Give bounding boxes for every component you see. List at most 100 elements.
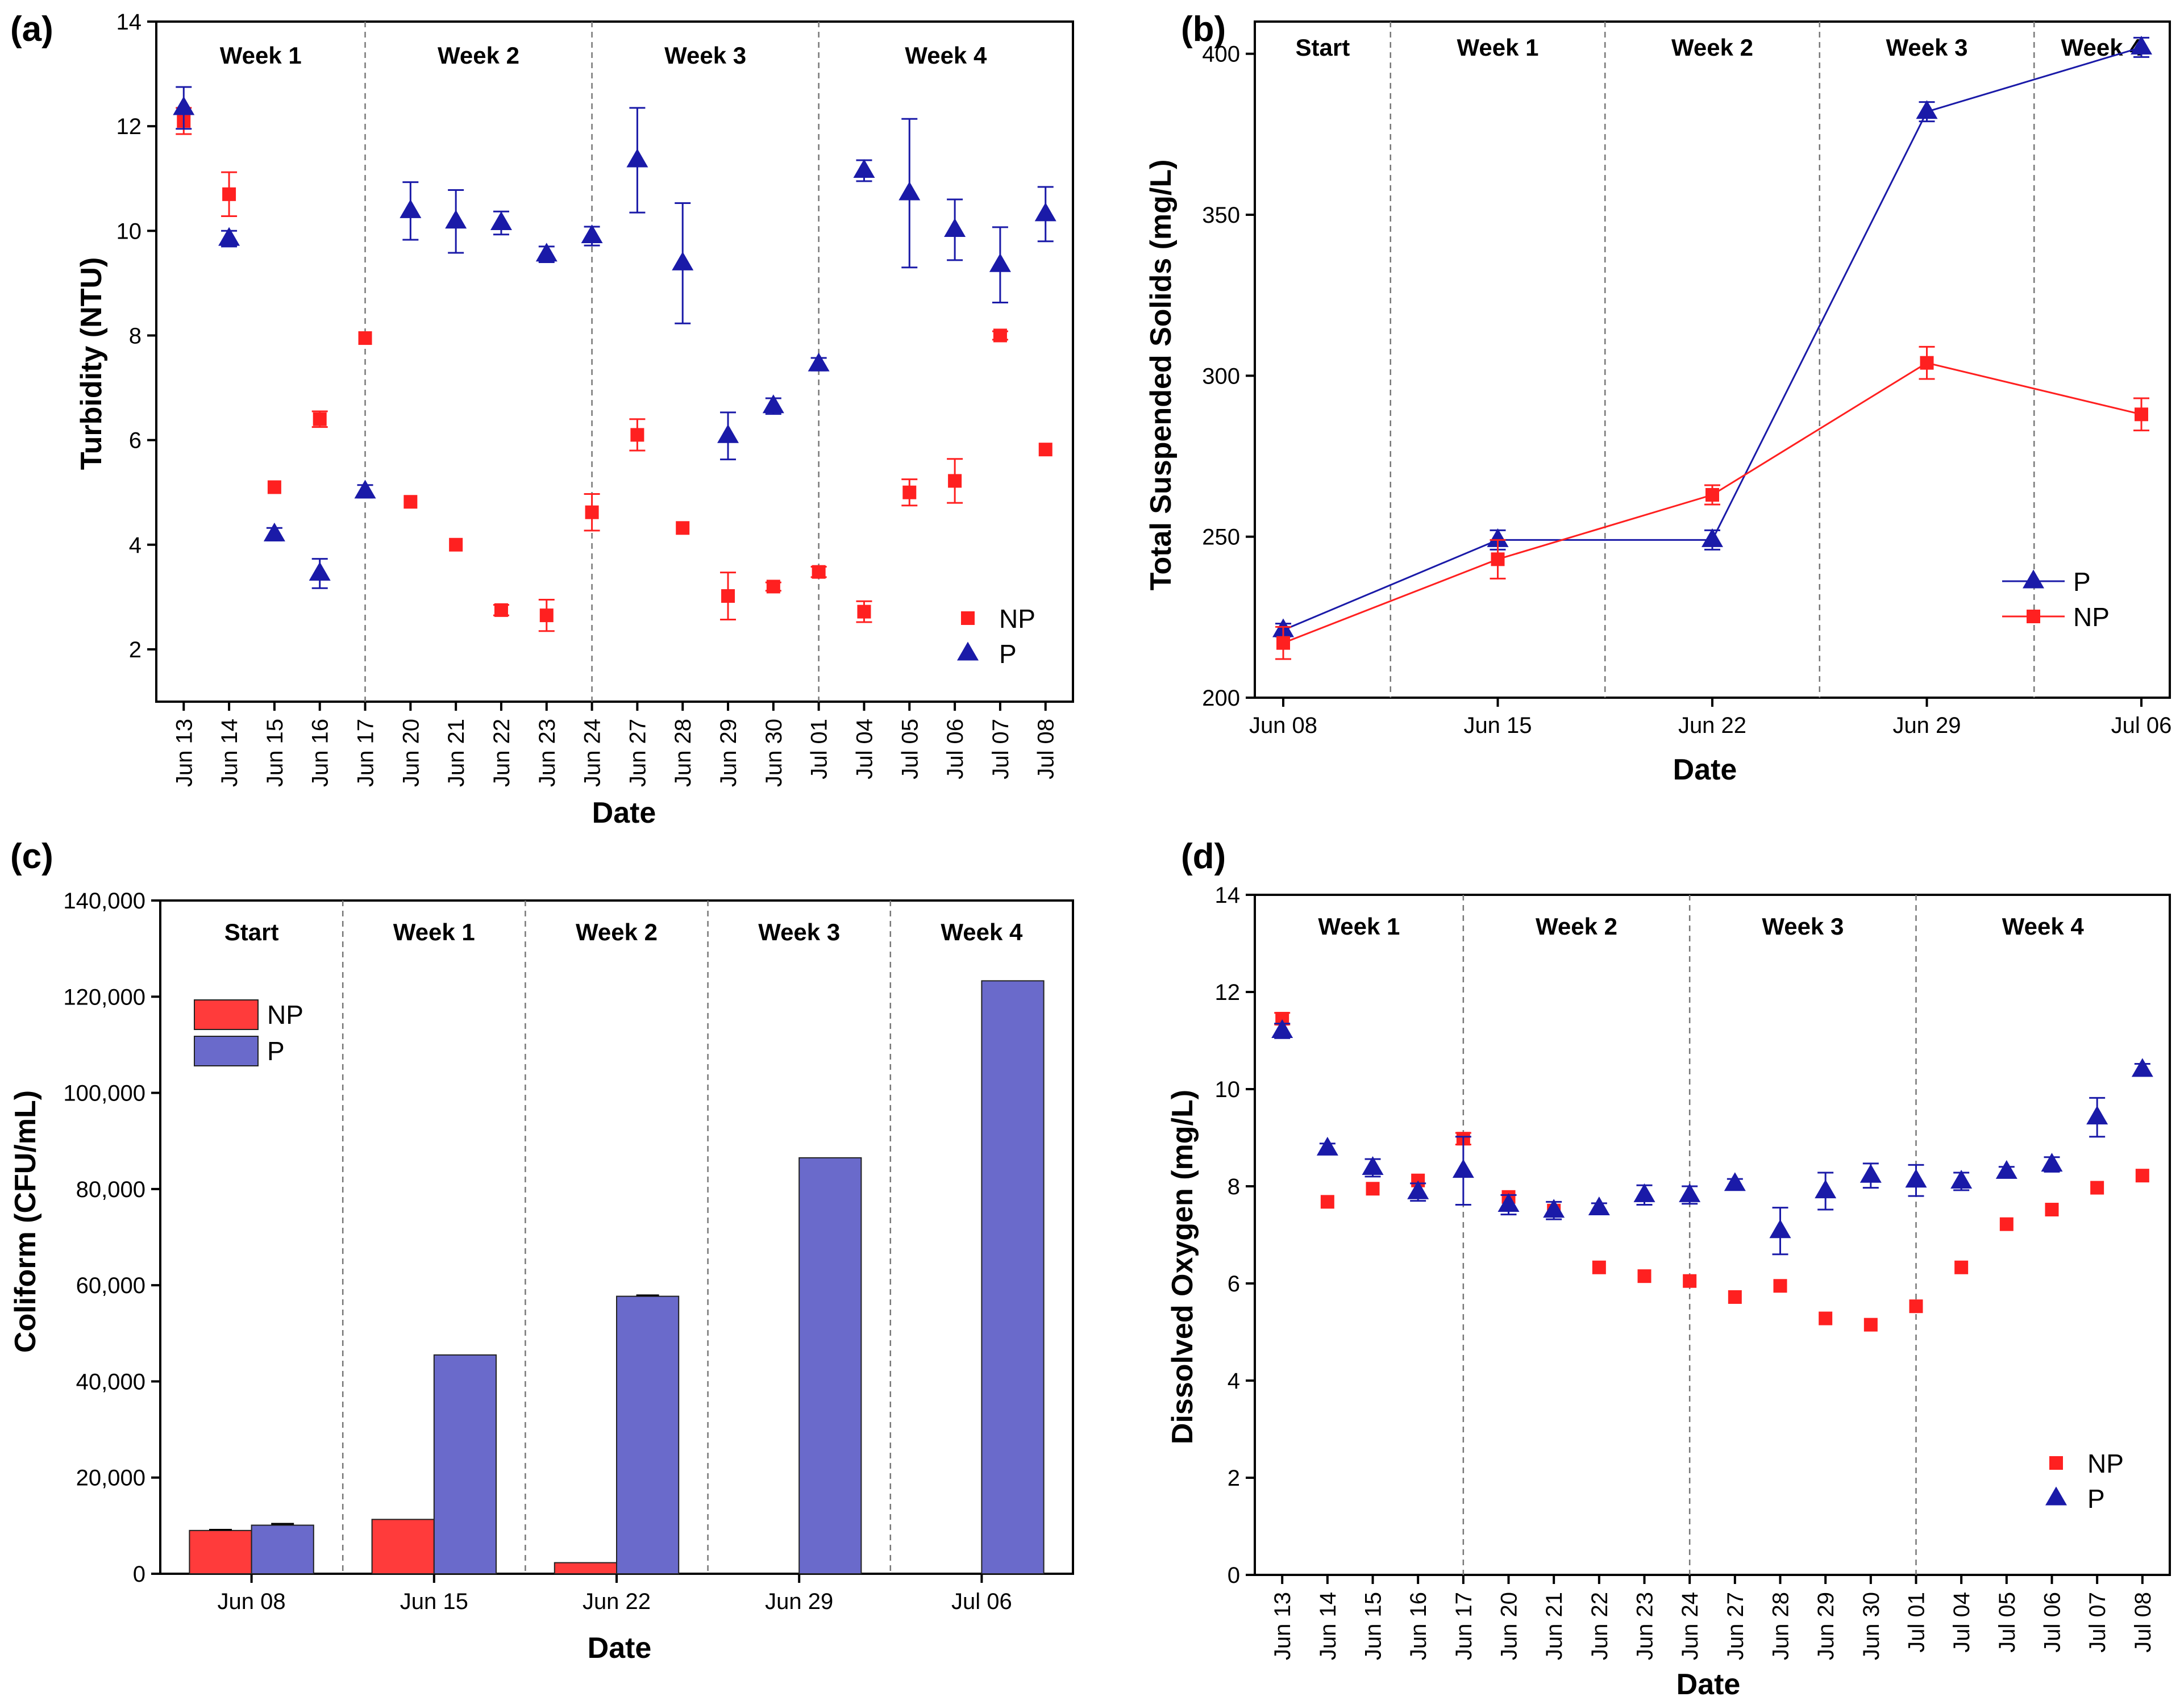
- panel-c-y-tick-label: 20,000: [76, 1466, 145, 1491]
- panel-a-point-np: [313, 412, 327, 426]
- panel-d-point-np: [1320, 1195, 1334, 1209]
- panel-a-x-tick-label: Jun 20: [398, 719, 423, 787]
- panel-d-y-tick-label: 10: [1215, 1077, 1241, 1102]
- panel-a-point-np: [539, 608, 554, 623]
- panel-a-x-tick-label: Jun 22: [489, 719, 514, 787]
- panel-d-point-p: [1679, 1183, 1701, 1202]
- panel-c-legend-swatch-p: [194, 1036, 259, 1066]
- panel-d-x-tick-label: Jun 16: [1406, 1592, 1431, 1660]
- panel-a-y-tick-label: 10: [117, 219, 142, 244]
- panel-a-point-p: [309, 561, 331, 581]
- panel-a-point-np: [267, 480, 281, 494]
- panel-c-coliform: (c) Coliform (CFU/mL) Date 0 20,000 40,000…: [9, 837, 1074, 1665]
- panel-d-legend-marker-np: [2049, 1456, 2063, 1470]
- panel-c-bar-p: [981, 980, 1045, 1574]
- panel-b-total-suspended-solids: (b) Total Suspended Solids (mg/L) Date 2…: [1145, 10, 2171, 786]
- panel-a-point-p: [490, 211, 512, 231]
- panel-b-point-np: [1705, 488, 1719, 502]
- panel-d-x-tick-label: Jun 30: [1859, 1592, 1884, 1660]
- panel-d-point-p: [1497, 1193, 1520, 1212]
- panel-d-legend-marker-p: [2045, 1486, 2067, 1506]
- panel-c-legend-label: NP: [267, 1000, 303, 1029]
- panel-d-point-p: [2086, 1106, 2108, 1125]
- panel-c-x-tick-label: Jun 08: [218, 1589, 286, 1614]
- panel-a-point-np: [948, 474, 962, 488]
- panel-d-point-np: [1592, 1260, 1606, 1274]
- panel-a-x-tick-label: Jun 14: [217, 719, 242, 787]
- panel-a-x-tick-label: Jun 13: [172, 719, 197, 787]
- panel-d-x-tick-label: Jun 13: [1270, 1592, 1295, 1660]
- panel-a-point-p: [808, 352, 830, 372]
- panel-c-bar-p: [798, 1157, 862, 1574]
- panel-d-dissolved-oxygen: (d) Dissolved Oxygen (mg/L) Date 0 2 4 6 8 10…: [1166, 837, 2171, 1701]
- panel-c-x-axis-title: Date: [588, 1632, 652, 1665]
- panel-b-x-axis-title: Date: [1673, 753, 1737, 786]
- panel-label-c: (c): [10, 837, 53, 876]
- panel-b-x-tick-label: Jun 29: [1892, 713, 1961, 738]
- panel-a-point-np: [358, 331, 372, 345]
- panel-a-legend-label: P: [999, 639, 1017, 669]
- panel-d-point-p: [1588, 1197, 1610, 1216]
- panel-a-point-p: [400, 199, 422, 218]
- panel-c-week-label: Week 3: [758, 919, 840, 945]
- panel-a-point-np: [902, 485, 917, 499]
- panel-a-point-p: [762, 394, 784, 414]
- panel-c-y-tick-label: 0: [133, 1562, 145, 1587]
- panel-c-bar-np: [189, 1529, 252, 1575]
- panel-a-x-tick-label: Jul 05: [897, 719, 922, 779]
- panel-a-x-tick-label: Jun 15: [263, 719, 288, 787]
- panel-c-x-tick-label: Jun 29: [765, 1589, 833, 1614]
- panel-c-week-label: Start: [224, 919, 279, 945]
- panel-a-point-np: [1038, 443, 1053, 457]
- panel-a-week-label: Week 1: [220, 42, 302, 69]
- panel-a-point-np: [494, 603, 508, 617]
- panel-d-x-tick-label: Jun 21: [1542, 1592, 1567, 1660]
- panel-d-x-tick-label: Jun 20: [1497, 1592, 1522, 1660]
- panel-a-point-p: [989, 253, 1011, 272]
- panel-a-legend-marker-np: [961, 611, 975, 625]
- panel-a-x-tick-label: Jul 08: [1034, 719, 1059, 779]
- panel-d-point-p: [1452, 1159, 1474, 1178]
- panel-a-point-p: [535, 243, 558, 262]
- panel-a-y-tick-label: 12: [117, 114, 142, 139]
- panel-d-x-tick-label: Jul 05: [1995, 1592, 2020, 1653]
- panel-d-point-np: [2090, 1181, 2104, 1195]
- panel-c-week-label: Week 1: [393, 919, 475, 945]
- panel-b-week-label: Week 2: [1671, 34, 1753, 61]
- panel-a-point-p: [581, 224, 603, 244]
- panel-d-point-np: [1954, 1260, 1969, 1274]
- panel-a-x-tick-label: Jun 28: [671, 719, 696, 787]
- panel-d-point-p: [1543, 1199, 1565, 1218]
- panel-b-point-p: [1702, 528, 1723, 547]
- panel-d-point-np: [1683, 1274, 1697, 1288]
- panel-a-point-np: [993, 328, 1007, 343]
- panel-a-point-np: [403, 495, 418, 509]
- panel-a-point-p: [717, 424, 739, 443]
- panel-d-plot-frame: [1254, 894, 2171, 1576]
- panel-c-y-axis-title: Coliform (CFU/mL): [9, 1090, 42, 1353]
- panel-b-point-p: [1916, 100, 1938, 119]
- panel-b-point-np: [1920, 356, 1934, 370]
- panel-a-week-label: Week 3: [664, 42, 746, 69]
- panel-d-point-np: [1728, 1290, 1742, 1304]
- panel-d-legend-label: P: [2087, 1484, 2105, 1514]
- panel-d-y-tick-label: 14: [1215, 883, 1241, 908]
- panel-a-turbidity: (a) Turbidity (NTU) Date 2 4 6 8 10 12 14 Jun 1…: [10, 10, 1074, 829]
- panel-a-point-p: [173, 96, 195, 115]
- panel-a-point-p: [898, 181, 921, 201]
- panel-b-y-tick-label: 350: [1202, 203, 1240, 228]
- panel-d-point-p: [1407, 1180, 1429, 1199]
- panel-a-x-tick-label: Jun 29: [716, 719, 741, 787]
- panel-d-point-p: [1362, 1156, 1384, 1175]
- panel-d-week-label: Week 2: [1536, 913, 1617, 940]
- panel-a-y-tick-label: 2: [129, 637, 142, 662]
- panel-a-x-tick-label: Jun 27: [625, 719, 650, 787]
- panel-a-point-np: [766, 580, 780, 594]
- panel-d-x-tick-label: Jul 01: [1904, 1592, 1929, 1653]
- panel-a-point-p: [672, 251, 694, 270]
- panel-c-legend-swatch-np: [194, 999, 259, 1030]
- panel-a-x-tick-label: Jul 01: [807, 719, 832, 779]
- panel-d-week-label: Week 3: [1762, 913, 1844, 940]
- panel-d-point-p: [1815, 1179, 1837, 1199]
- panel-d-x-tick-label: Jun 27: [1723, 1592, 1748, 1660]
